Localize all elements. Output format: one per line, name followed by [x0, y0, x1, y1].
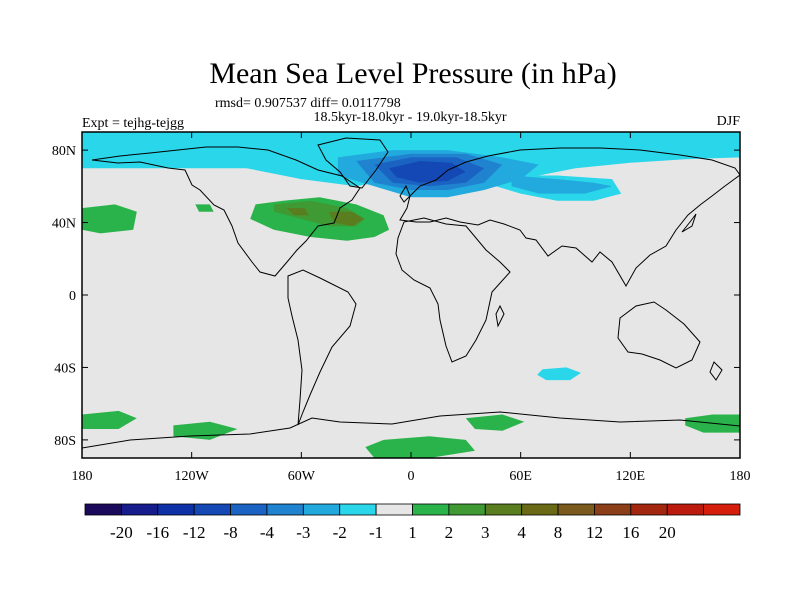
- colorbar-swatch-17: [703, 503, 741, 516]
- colorbar-label-13: 12: [586, 523, 603, 542]
- x-axis: 180 120W 60W 0 60E 120E 180: [72, 132, 751, 484]
- region-north-atlantic-negative-8: [389, 161, 466, 183]
- colorbar-label-12: 8: [554, 523, 563, 542]
- colorbar-swatch-11: [484, 503, 523, 516]
- x-tick-label-3: 0: [408, 469, 415, 484]
- x-tick-label-6: 180: [730, 469, 751, 484]
- region-asia-negative-2: [511, 175, 613, 194]
- y-axis: 80N 40N 0 40S 80S: [52, 144, 740, 449]
- colorbar-swatch-16: [666, 503, 705, 516]
- coastline-australia: [617, 301, 701, 369]
- x-tick-label-1: 120W: [175, 469, 210, 484]
- coastline-antarctica: [82, 411, 740, 449]
- colorbar-label-8: 1: [408, 523, 417, 542]
- region-antarctic-positive: [365, 436, 475, 458]
- colorbar-swatch-2: [157, 503, 195, 516]
- colorbar-label-14: 16: [622, 523, 639, 542]
- colorbar-label-5: -3: [296, 523, 310, 542]
- colorbar-label-2: -12: [183, 523, 206, 542]
- map-panel: 180 120W 60W 0 60E 120E 180 80N 40N 0 40S 80S: [52, 131, 751, 484]
- coastline-new-zealand: [709, 361, 723, 381]
- colorbar-swatch-7: [339, 503, 377, 516]
- region-south-pacific-positive-west: [82, 410, 137, 429]
- coastline-africa: [395, 217, 511, 363]
- region-south-indian-negative-1: [537, 367, 581, 381]
- colorbar-swatch-1: [120, 503, 159, 516]
- colorbar-swatch-3: [193, 503, 231, 516]
- colorbar: -20 -16 -12 -8 -4 -3 -2 -1 1 2 3 4 8 12 16 20: [84, 503, 741, 542]
- contour-regions: [82, 132, 740, 458]
- x-tick-label-0: 180: [72, 469, 93, 484]
- colorbar-swatch-15: [630, 503, 668, 516]
- coastline-europe-asia: [399, 147, 740, 288]
- colorbar-swatch-9: [412, 503, 450, 516]
- colorbar-label-7: -1: [369, 523, 383, 542]
- coastline-japan: [681, 213, 697, 233]
- colorbar-label-0: -20: [110, 523, 133, 542]
- region-southern-ocean-positive-b: [465, 414, 525, 431]
- colorbar-label-15: 20: [659, 523, 676, 542]
- coastline-north-america: [91, 146, 361, 277]
- x-tick-label-2: 60W: [288, 469, 316, 484]
- colorbar-swatch-13: [557, 503, 595, 516]
- colorbar-swatch-12: [521, 503, 559, 516]
- y-tick-label-3: 40S: [54, 361, 76, 376]
- y-tick-label-1: 40N: [52, 217, 76, 232]
- coastline-south-america: [287, 269, 357, 426]
- y-tick-label-0: 80N: [52, 144, 76, 159]
- region-north-pacific-positive-1: [82, 204, 137, 234]
- colorbar-label-10: 3: [481, 523, 490, 542]
- stats-line: rmsd= 0.907537 diff= 0.0117798: [215, 96, 401, 111]
- colorbar-swatch-4: [230, 503, 268, 516]
- period-line: 18.5kyr-18.0kyr - 19.0kyr-18.5kyr: [313, 110, 506, 125]
- coastlines: [82, 137, 740, 449]
- colorbar-swatch-8: [375, 503, 413, 516]
- chart-title: Mean Sea Level Pressure (in hPa): [209, 57, 616, 90]
- colorbar-swatch-0: [84, 503, 122, 516]
- y-tick-label-2: 0: [69, 289, 76, 304]
- colorbar-label-4: -4: [260, 523, 275, 542]
- colorbar-label-9: 2: [445, 523, 454, 542]
- y-tick-label-4: 80S: [54, 434, 76, 449]
- season-label: DJF: [717, 114, 741, 129]
- colorbar-label-11: 4: [517, 523, 526, 542]
- colorbar-label-3: -8: [223, 523, 237, 542]
- coastline-madagascar: [495, 304, 505, 328]
- region-north-atlantic-positive-3b: [286, 208, 309, 216]
- region-gulf-small-positive: [195, 204, 214, 212]
- colorbar-swatch-6: [302, 503, 341, 516]
- coastline-uk: [399, 184, 411, 203]
- x-tick-label-4: 60E: [509, 469, 532, 484]
- colorbar-swatch-14: [594, 503, 632, 516]
- colorbar-swatch-10: [448, 503, 486, 516]
- coastline-greenland: [317, 137, 389, 189]
- x-tick-label-5: 120E: [616, 469, 646, 484]
- experiment-label: Expt = tejhg-tejgg: [82, 116, 184, 131]
- region-southern-ocean-positive-a: [173, 421, 238, 440]
- colorbar-label-6: -2: [333, 523, 347, 542]
- colorbar-label-1: -16: [146, 523, 169, 542]
- colorbar-swatch-5: [266, 503, 304, 516]
